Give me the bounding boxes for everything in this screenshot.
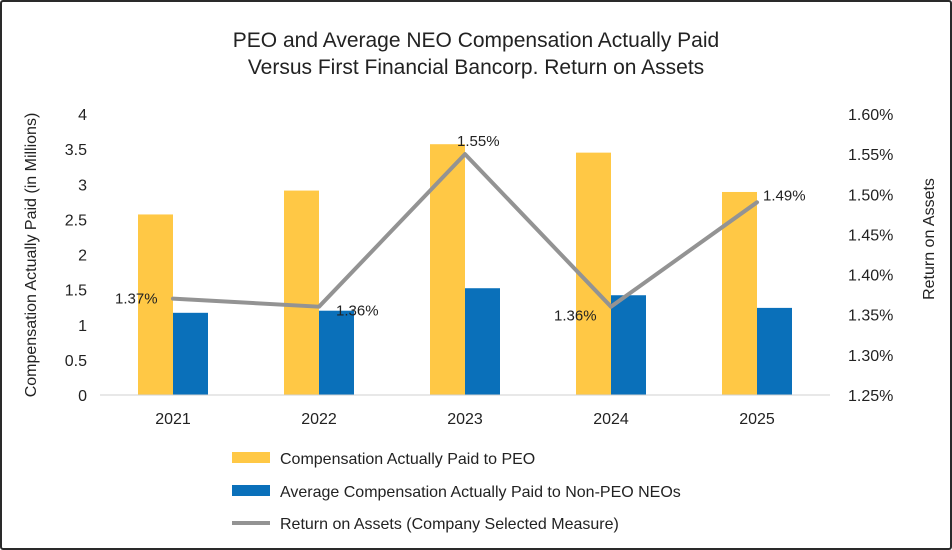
y-axis-title: Compensation Actually Paid (in Millions): [23, 113, 40, 398]
neo-bar: [173, 312, 208, 395]
roa-data-label: 1.36%: [336, 303, 379, 320]
y2-tick-label: 1.30%: [848, 348, 893, 365]
y-tick-label: 3: [78, 177, 87, 194]
roa-data-label: 1.36%: [554, 308, 597, 325]
chart-title-line-1: PEO and Average NEO Compensation Actuall…: [233, 29, 719, 52]
y2-tick-label: 1.60%: [848, 107, 893, 124]
x-tick-label: 2023: [447, 411, 483, 428]
roa-data-labels: 1.37% 1.36% 1.55% 1.36% 1.49%: [115, 133, 806, 325]
x-tick-label: 2021: [155, 411, 191, 428]
y-axis-ticks: 0 0.5 1 1.5 2 2.5 3 3.5 4: [65, 107, 87, 405]
chart-title-line-2: Versus First Financial Bancorp. Return o…: [248, 56, 704, 79]
x-tick-label: 2025: [739, 411, 775, 428]
y2-axis-title: Return on Assets: [921, 178, 938, 300]
y-tick-label: 0: [78, 388, 87, 405]
y-tick-label: 0.5: [65, 353, 87, 370]
roa-data-label: 1.49%: [763, 187, 806, 204]
roa-line: [171, 152, 759, 309]
y2-tick-label: 1.35%: [848, 308, 893, 325]
x-tick-label: 2024: [593, 411, 629, 428]
legend-label: Average Compensation Actually Paid to No…: [280, 484, 681, 501]
peo-bar: [284, 190, 319, 395]
neo-bar: [319, 310, 354, 395]
legend-swatch: [232, 452, 270, 463]
y2-tick-label: 1.25%: [848, 388, 893, 405]
y2-axis-ticks: 1.25% 1.30% 1.35% 1.40% 1.45% 1.50% 1.55% 1.60%: [848, 107, 893, 405]
y-tick-label: 1: [78, 318, 87, 335]
legend: Compensation Actually Paid to PEO Average…: [232, 451, 681, 533]
legend-label: Return on Assets (Company Selected Measu…: [280, 516, 619, 533]
y-tick-label: 2.5: [65, 212, 87, 229]
y-tick-label: 2: [78, 248, 87, 265]
legend-label: Compensation Actually Paid to PEO: [280, 451, 535, 468]
y-tick-label: 4: [78, 107, 87, 124]
x-tick-label: 2022: [301, 411, 337, 428]
y2-tick-label: 1.55%: [848, 147, 893, 164]
bars: [138, 144, 792, 395]
y2-tick-label: 1.50%: [848, 187, 893, 204]
peo-bar: [138, 214, 173, 395]
legend-swatch: [232, 485, 270, 496]
neo-bar: [757, 307, 792, 395]
y2-tick-label: 1.40%: [848, 268, 893, 285]
peo-bar: [430, 144, 465, 395]
roa-data-label: 1.37%: [115, 291, 158, 308]
roa-data-label: 1.55%: [457, 133, 500, 150]
x-axis-ticks: 2021 2022 2023 2024 2025: [155, 411, 775, 428]
y-tick-label: 3.5: [65, 142, 87, 159]
y-tick-label: 1.5: [65, 283, 87, 300]
neo-bar: [611, 295, 646, 395]
y2-tick-label: 1.45%: [848, 227, 893, 244]
neo-bar: [465, 288, 500, 395]
peo-bar: [722, 191, 757, 395]
roa-line-series: [171, 152, 759, 309]
